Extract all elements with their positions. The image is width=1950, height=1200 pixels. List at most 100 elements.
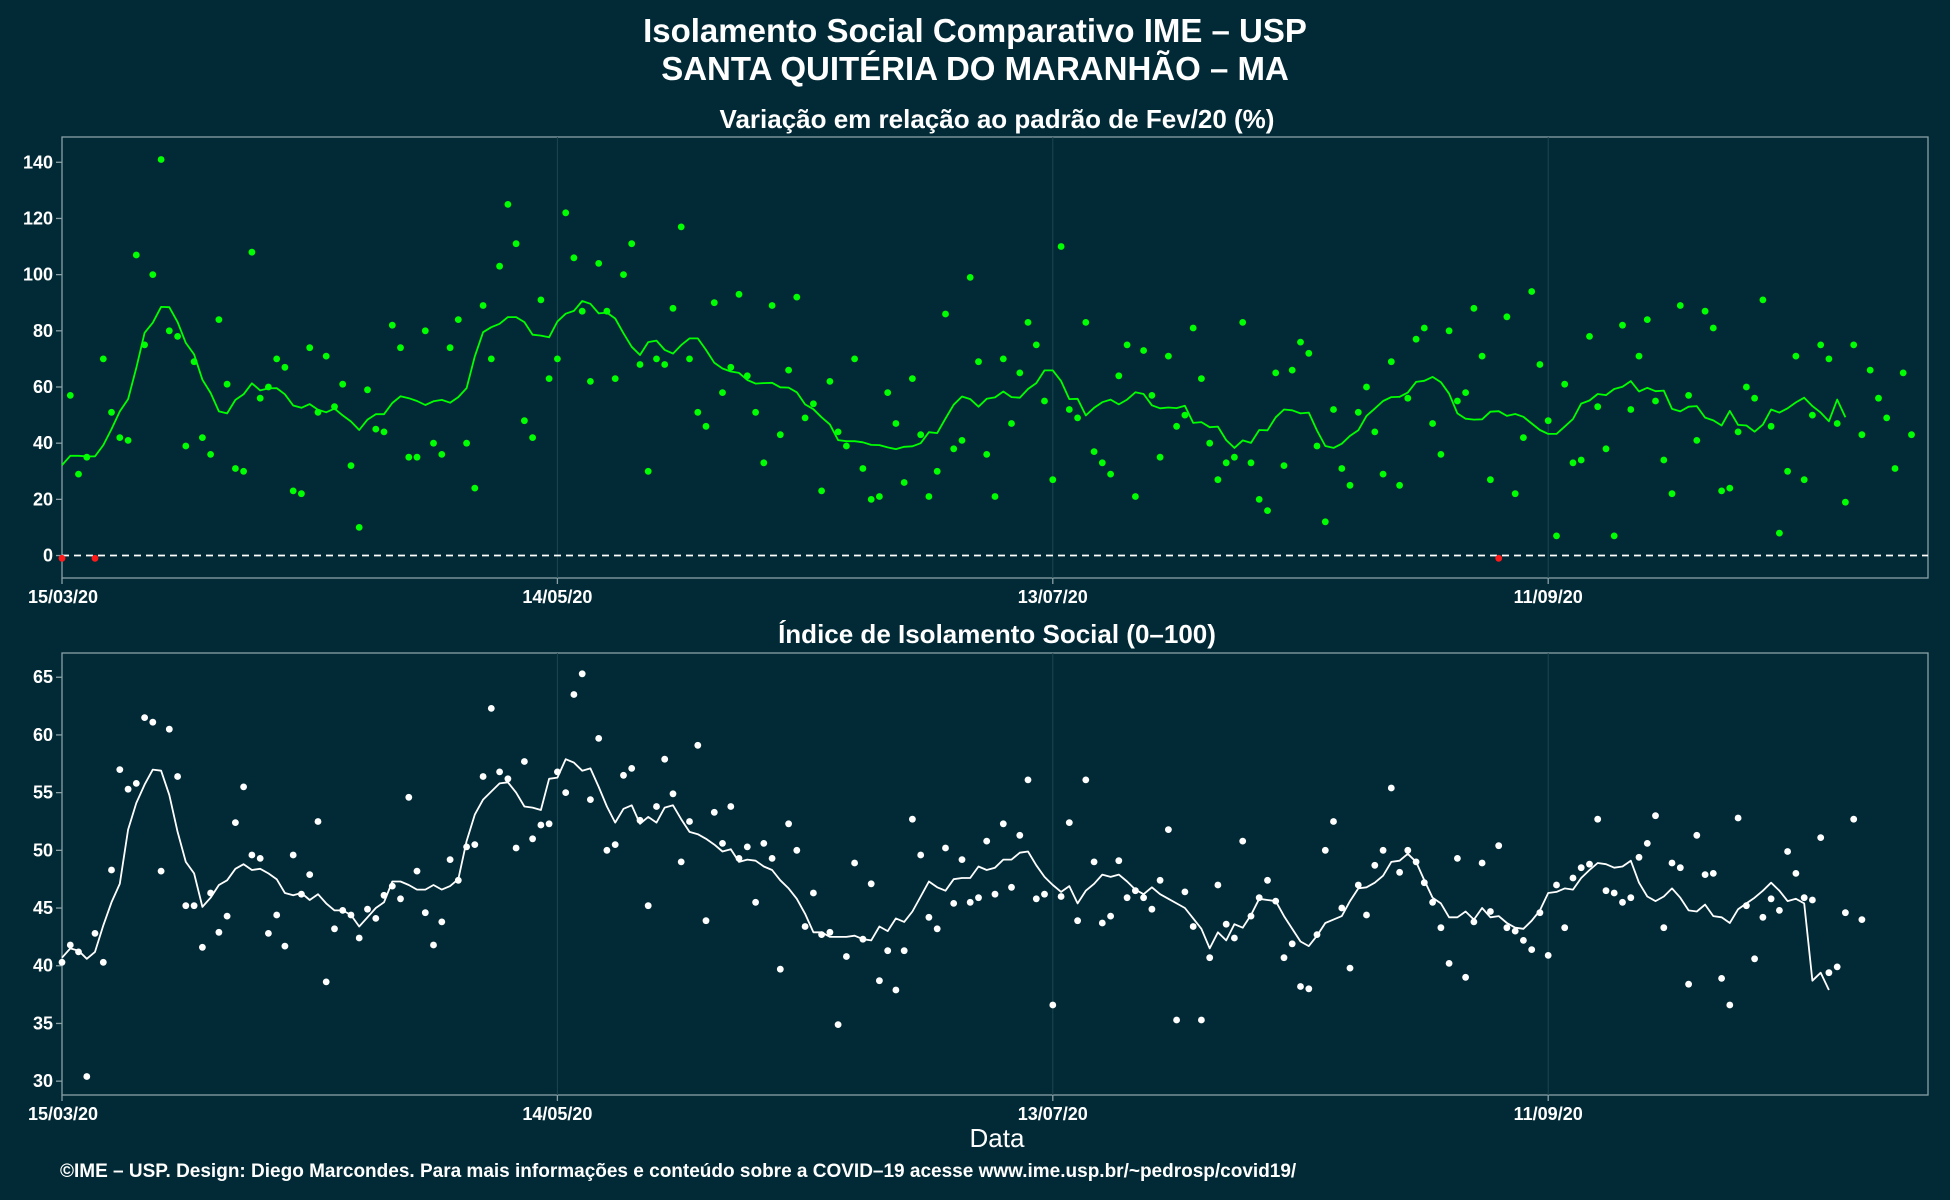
variation-data-point: [735, 290, 743, 298]
index-data-point: [537, 821, 545, 829]
variation-data-point: [1255, 496, 1263, 503]
variation-data-point: [190, 358, 198, 366]
index-data-point: [1850, 815, 1858, 823]
variation-data-point: [636, 361, 644, 368]
index-data-point: [661, 755, 669, 763]
variation-data-point: [1148, 392, 1156, 399]
index-data-point: [1652, 812, 1659, 820]
index-data-point: [603, 846, 611, 854]
variation-x-tick-label: 11/09/20: [1514, 587, 1583, 607]
index-data-point: [347, 911, 355, 919]
variation-data-point: [141, 341, 149, 349]
variation-data-point: [1478, 352, 1486, 360]
index-data-point: [521, 758, 528, 765]
variation-data-point: [75, 470, 82, 478]
variation-data-point: [1454, 397, 1461, 405]
variation-y-tick-label: 140: [23, 152, 53, 172]
index-y-tick-label: 60: [33, 725, 53, 745]
index-data-point: [727, 803, 735, 810]
index-data-point: [1338, 904, 1346, 912]
index-data-point: [735, 855, 743, 862]
index-data-point: [1396, 868, 1403, 876]
index-data-point: [1222, 920, 1230, 928]
variation-data-point: [1610, 532, 1618, 540]
variation-data-point: [339, 380, 347, 388]
index-data-point: [752, 898, 759, 906]
index-data-point: [677, 858, 685, 866]
variation-data-point: [281, 363, 289, 371]
variation-data-point: [1693, 437, 1701, 444]
index-data-point: [1280, 954, 1288, 962]
variation-data-point: [1321, 518, 1329, 526]
variation-data-point: [174, 333, 182, 340]
variation-data-point: [1809, 411, 1816, 419]
index-data-point: [1272, 897, 1280, 905]
index-data-point: [388, 882, 396, 890]
variation-data-point: [521, 417, 528, 425]
index-data-point: [859, 935, 867, 943]
variation-data-point: [884, 389, 892, 396]
variation-data-point: [1536, 361, 1544, 368]
index-data-point: [1776, 907, 1783, 914]
variation-data-point: [273, 355, 281, 363]
variation-data-point: [1577, 456, 1585, 464]
index-data-point: [785, 820, 792, 828]
index-data-point: [834, 1021, 842, 1028]
index-chart: 15/03/20 14/05/20 13/07/20 11/09/20 30 35 40 45…: [28, 652, 1929, 1124]
variation-data-point: [1891, 465, 1899, 472]
variation-data-point: [66, 392, 74, 399]
variation-data-point: [1181, 411, 1189, 419]
variation-data-point: [454, 316, 462, 323]
variation-data-point: [1544, 417, 1552, 425]
variation-data-point: [256, 394, 264, 402]
variation-data-point: [851, 355, 858, 363]
index-data-point: [273, 911, 281, 919]
variation-data-point: [1652, 397, 1659, 405]
index-data-point: [942, 844, 949, 852]
index-data-point: [240, 783, 248, 791]
variation-data-point: [776, 431, 784, 439]
variation-data-point: [372, 425, 380, 433]
index-data-point: [190, 902, 198, 910]
index-data-point: [892, 986, 900, 994]
index-data-point: [446, 856, 454, 863]
variation-data-point: [801, 414, 809, 422]
variation-data-point: [512, 240, 520, 248]
index-data-point: [1635, 853, 1643, 861]
index-data-point: [843, 953, 850, 960]
index-data-point: [1404, 846, 1412, 854]
index-data-point: [1090, 858, 1098, 866]
variation-data-point: [306, 344, 314, 352]
index-data-point: [958, 856, 966, 863]
index-data-point: [1800, 894, 1808, 902]
variation-data-point: [983, 451, 991, 458]
index-data-point: [611, 841, 619, 848]
index-data-point: [199, 943, 206, 951]
index-data-point: [380, 891, 388, 899]
index-plot-area: [61, 652, 1929, 1096]
index-data-point: [174, 773, 182, 780]
variation-data-point: [215, 316, 223, 323]
variation-data-point: [149, 271, 157, 278]
variation-data-point: [1767, 422, 1775, 430]
variation-data-point: [554, 355, 561, 363]
index-data-point: [1198, 1016, 1205, 1024]
index-data-point: [471, 841, 479, 848]
index-data-point: [1619, 898, 1626, 906]
variation-data-point: [958, 437, 966, 444]
variation-data-point: [1899, 369, 1907, 377]
variation-data-point: [1487, 476, 1494, 484]
variation-x-tick-label: 15/03/20: [28, 587, 98, 607]
variation-data-point: [570, 254, 578, 262]
index-data-point: [322, 978, 330, 986]
index-data-point: [917, 851, 925, 859]
index-data-point: [1701, 871, 1709, 878]
index-data-point: [504, 775, 512, 783]
index-data-point: [1817, 834, 1825, 841]
variation-data-point: [917, 431, 925, 439]
index-data-point: [1297, 983, 1304, 990]
variation-data-point: [1288, 366, 1296, 374]
variation-data-point: [818, 487, 825, 495]
index-data-point: [1602, 887, 1610, 895]
index-data-point: [562, 789, 570, 796]
